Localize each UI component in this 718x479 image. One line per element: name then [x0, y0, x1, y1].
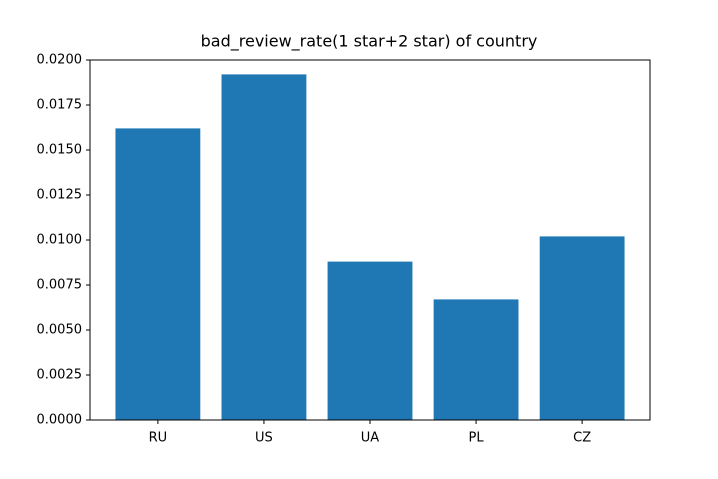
y-tick-label: 0.0125 — [37, 188, 83, 203]
bar — [115, 128, 201, 420]
chart-title: bad_review_rate(1 star+2 star) of countr… — [201, 32, 538, 52]
bar — [433, 299, 519, 420]
x-tick-label: UA — [361, 431, 380, 446]
y-tick-label: 0.0000 — [37, 413, 83, 428]
bar — [539, 236, 625, 420]
x-tick-label: RU — [149, 431, 168, 446]
plot-frame — [89, 59, 651, 421]
x-tick-label: PL — [469, 431, 485, 446]
y-tick-label: 0.0175 — [37, 98, 83, 113]
y-tick-label: 0.0050 — [37, 323, 83, 338]
bar — [327, 261, 413, 420]
y-tick-label: 0.0200 — [37, 53, 83, 68]
bar — [221, 74, 307, 421]
y-tick-label: 0.0025 — [37, 368, 83, 383]
y-tick-label: 0.0100 — [37, 233, 83, 248]
y-tick-label: 0.0075 — [37, 278, 83, 293]
y-tick-label: 0.0150 — [37, 143, 83, 158]
x-tick-label: CZ — [573, 431, 591, 446]
x-tick-label: US — [255, 431, 273, 446]
